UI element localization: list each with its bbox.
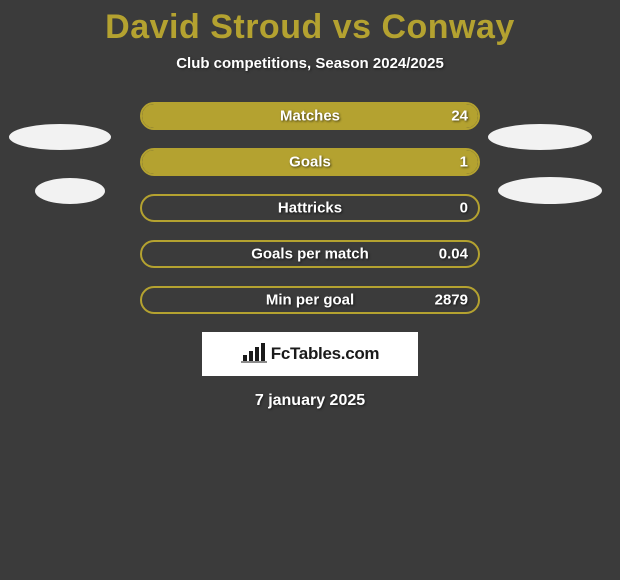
brand-text: FcTables.com xyxy=(271,344,380,364)
date-label: 7 january 2025 xyxy=(0,392,620,410)
decorative-ellipse xyxy=(35,178,105,204)
stat-label: Matches xyxy=(280,108,340,125)
stat-label: Goals xyxy=(289,154,331,171)
stat-value: 0 xyxy=(460,200,468,217)
stat-row: Hattricks 0 xyxy=(140,194,480,222)
stat-row: Goals 1 xyxy=(140,148,480,176)
decorative-ellipse xyxy=(488,124,592,150)
page-title: David Stroud vs Conway xyxy=(0,0,620,47)
stat-value: 2879 xyxy=(435,292,468,309)
stat-label: Min per goal xyxy=(266,292,354,309)
brand-box: FcTables.com xyxy=(202,332,418,376)
stat-value: 1 xyxy=(460,154,468,171)
stat-row: Matches 24 xyxy=(140,102,480,130)
bar-chart-icon xyxy=(241,341,267,368)
stat-value: 0.04 xyxy=(439,246,468,263)
stat-row: Min per goal 2879 xyxy=(140,286,480,314)
stat-label: Hattricks xyxy=(278,200,342,217)
subtitle: Club competitions, Season 2024/2025 xyxy=(0,55,620,72)
stat-value: 24 xyxy=(451,108,468,125)
decorative-ellipse xyxy=(9,124,111,150)
decorative-ellipse xyxy=(498,177,602,204)
stat-row: Goals per match 0.04 xyxy=(140,240,480,268)
stat-label: Goals per match xyxy=(251,246,369,263)
